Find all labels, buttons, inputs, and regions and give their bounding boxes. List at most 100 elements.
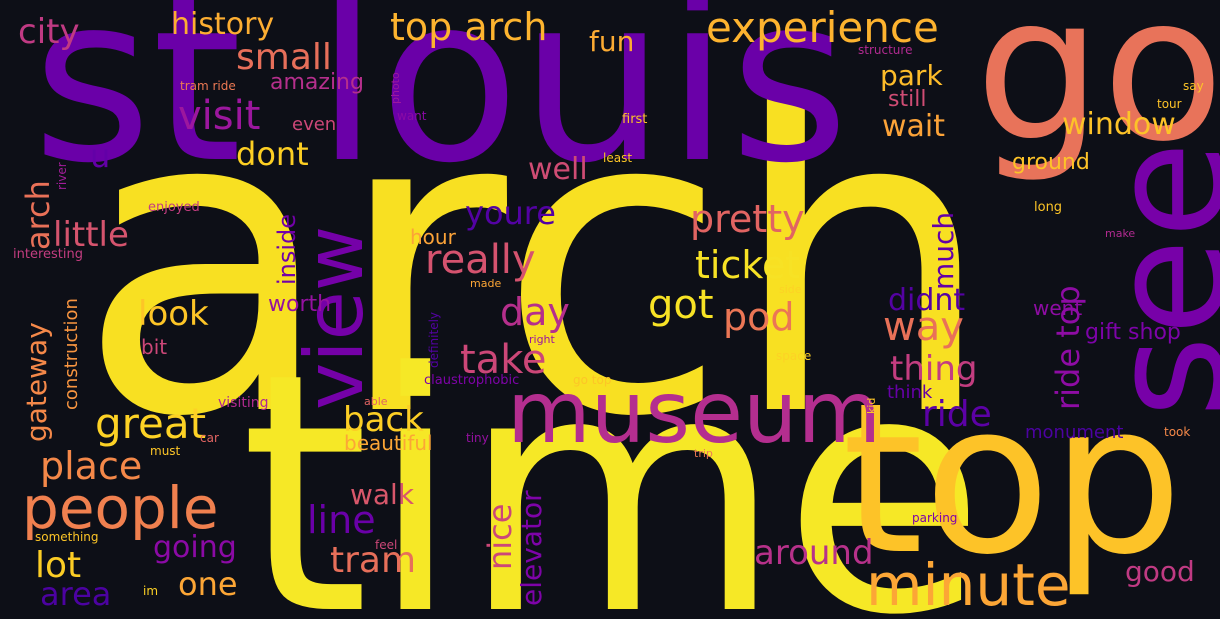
word-space: space [776,349,812,363]
word-line: line [307,498,376,542]
word-least: least [603,151,633,165]
word-st-louis: st louis [32,0,850,214]
word-experience: experience [706,3,939,52]
word-right: right [529,333,555,346]
word-trip: trip [694,447,713,460]
word-go-top: go top [573,373,612,387]
word-hour: hour [410,225,456,249]
word-arch-small: arch [19,180,57,250]
word-around: around [754,533,874,573]
word-say: say [1183,79,1204,93]
word-wait: wait [882,109,946,144]
word-visit: visit [178,93,261,139]
word-tour: tour [1157,97,1182,111]
word-interesting: interesting [13,247,83,262]
word-something: something [35,530,99,544]
word-much: much [927,211,960,290]
word-monument: monument [1025,422,1124,443]
word-u: u [90,137,111,175]
word-gateway: gateway [20,322,53,442]
word-gift-shop: gift shop [1085,320,1181,345]
word-got: got [648,282,714,328]
word-well: well [528,152,588,187]
word-amazing: amazing [270,70,364,95]
word-went: went [1033,296,1083,320]
word-took: took [1164,425,1191,439]
word-window: window [1062,107,1176,142]
word-fun: fun [589,25,635,58]
word-bit: bit [141,335,168,359]
word-thing: thing [890,349,978,389]
word-see: see [1077,141,1220,418]
word-museum: museum [507,363,882,463]
word-dont: dont [236,135,309,173]
word-way: way [883,304,964,350]
word-ride: ride [922,394,992,435]
word-nice: nice [481,503,519,570]
word-minute: minute [866,551,1071,619]
word-time: time [240,303,986,619]
word-top-arch: top arch [390,5,548,49]
word-great: great [95,399,207,448]
word-construction: construction [61,298,82,410]
word-claustrophobic: claustrophobic [424,373,520,388]
word-top: top [842,359,1183,601]
word-lot: lot [35,545,82,586]
word-tram: tram [330,540,417,581]
word-going: going [153,530,237,565]
word-pretty: pretty [690,197,805,241]
word-arch-large: arch [77,20,995,509]
word-must: must [150,444,181,458]
word-history: history [171,7,275,42]
word-ticket: ticket [695,243,801,287]
word-made: made [470,277,502,290]
word-want: want [397,109,427,123]
word-think: think [887,382,933,403]
word-small: small [236,37,332,78]
word-photo: photo [389,72,402,104]
word-able: able [364,395,388,408]
word-elevator: elevator [515,490,548,606]
word-long: long [1034,200,1063,215]
word-city: city [18,12,80,52]
word-ground: ground [1012,150,1090,175]
word-go: go [975,0,1220,186]
word-first: first [622,112,648,127]
word-place: place [40,444,143,488]
word-view: view [288,225,381,410]
word-kid: kid [865,397,878,414]
word-river: river [55,162,69,190]
word-still: still [888,87,927,112]
word-make: make [1105,227,1136,240]
word-tram-ride: tram ride [180,79,236,93]
word-little: little [53,215,129,255]
word-parking: parking [912,511,958,525]
word-worth: worth [268,292,332,317]
word-youre: youre [465,194,556,232]
word-day: day [500,290,570,334]
word-one: one [178,565,238,603]
word-enjoyed: enjoyed [148,200,200,215]
word-people: people [22,474,219,542]
word-take: take [460,337,547,383]
word-im: im [143,584,159,598]
word-park: park [880,59,943,92]
word-didnt: didnt [888,283,966,318]
word-car: car [200,431,219,445]
word-walk: walk [350,478,415,511]
word-area: area [40,575,112,613]
word-even: even [292,114,337,135]
word-pod: pod [723,295,795,339]
word-inside: inside [273,213,301,285]
word-back: back [343,400,424,440]
word-look: look [138,294,209,334]
word-structure: structure [858,43,913,57]
word-really: really [425,237,536,283]
word-feel: feel [375,538,398,552]
word-beautiful: beautiful [344,431,433,455]
word-definitely: definitely [427,311,441,368]
word-side: side [779,283,802,296]
word-good: good [1125,555,1195,588]
word-visiting: visiting [218,395,269,411]
